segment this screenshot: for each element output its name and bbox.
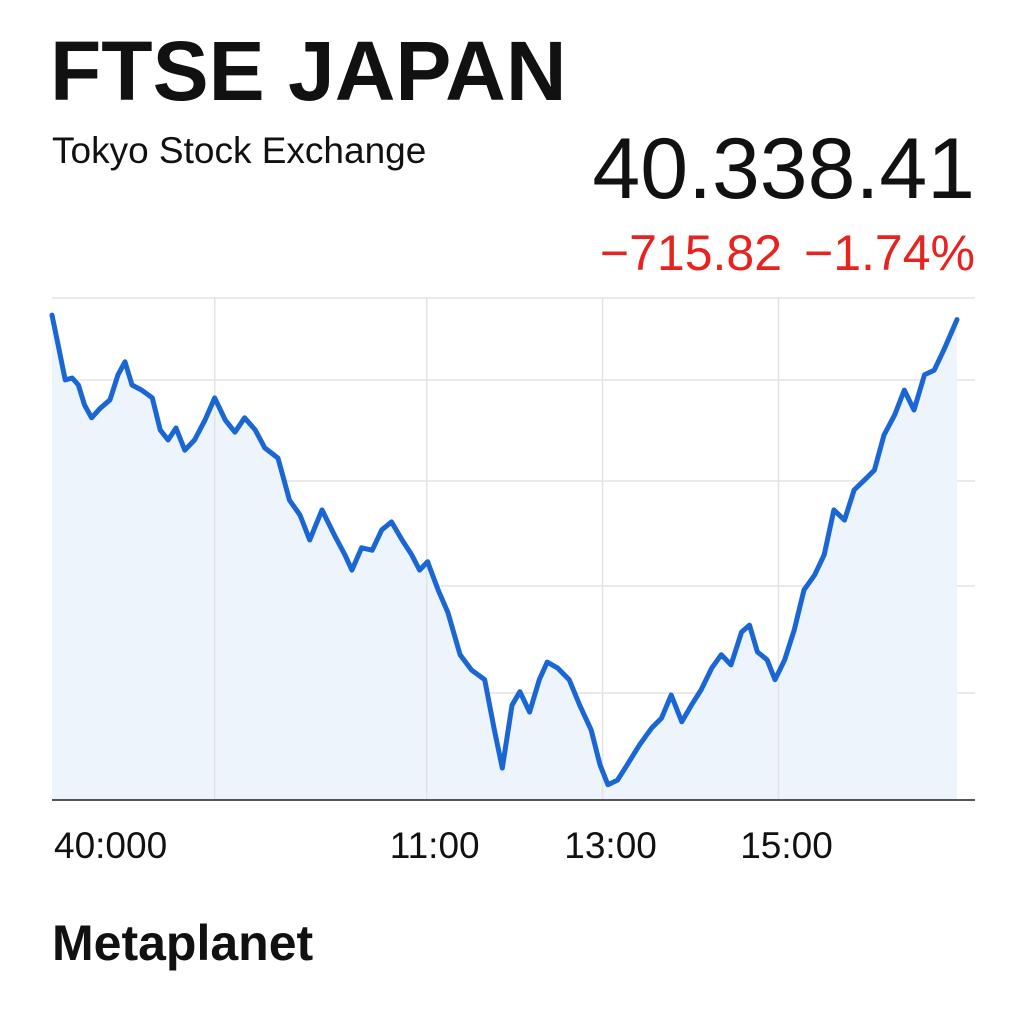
title: FTSE JAPAN bbox=[50, 24, 567, 118]
price: 40.338.41 bbox=[592, 121, 975, 217]
area-fill bbox=[52, 315, 958, 800]
change-percent: −1.74% bbox=[804, 225, 975, 281]
x-tick-label: 13:00 bbox=[564, 825, 657, 866]
change: −715.82 bbox=[600, 225, 782, 281]
x-tick-label: 11:00 bbox=[390, 825, 480, 866]
subtitle: Tokyo Stock Exchange bbox=[52, 130, 426, 171]
price-line bbox=[49, 312, 960, 788]
change-line: −715.82 −1.74% bbox=[600, 225, 975, 281]
x-tick-label: 15:00 bbox=[740, 825, 833, 866]
x-tick-label: 40:000 bbox=[54, 825, 167, 866]
footer-label: Metaplanet bbox=[52, 915, 314, 971]
